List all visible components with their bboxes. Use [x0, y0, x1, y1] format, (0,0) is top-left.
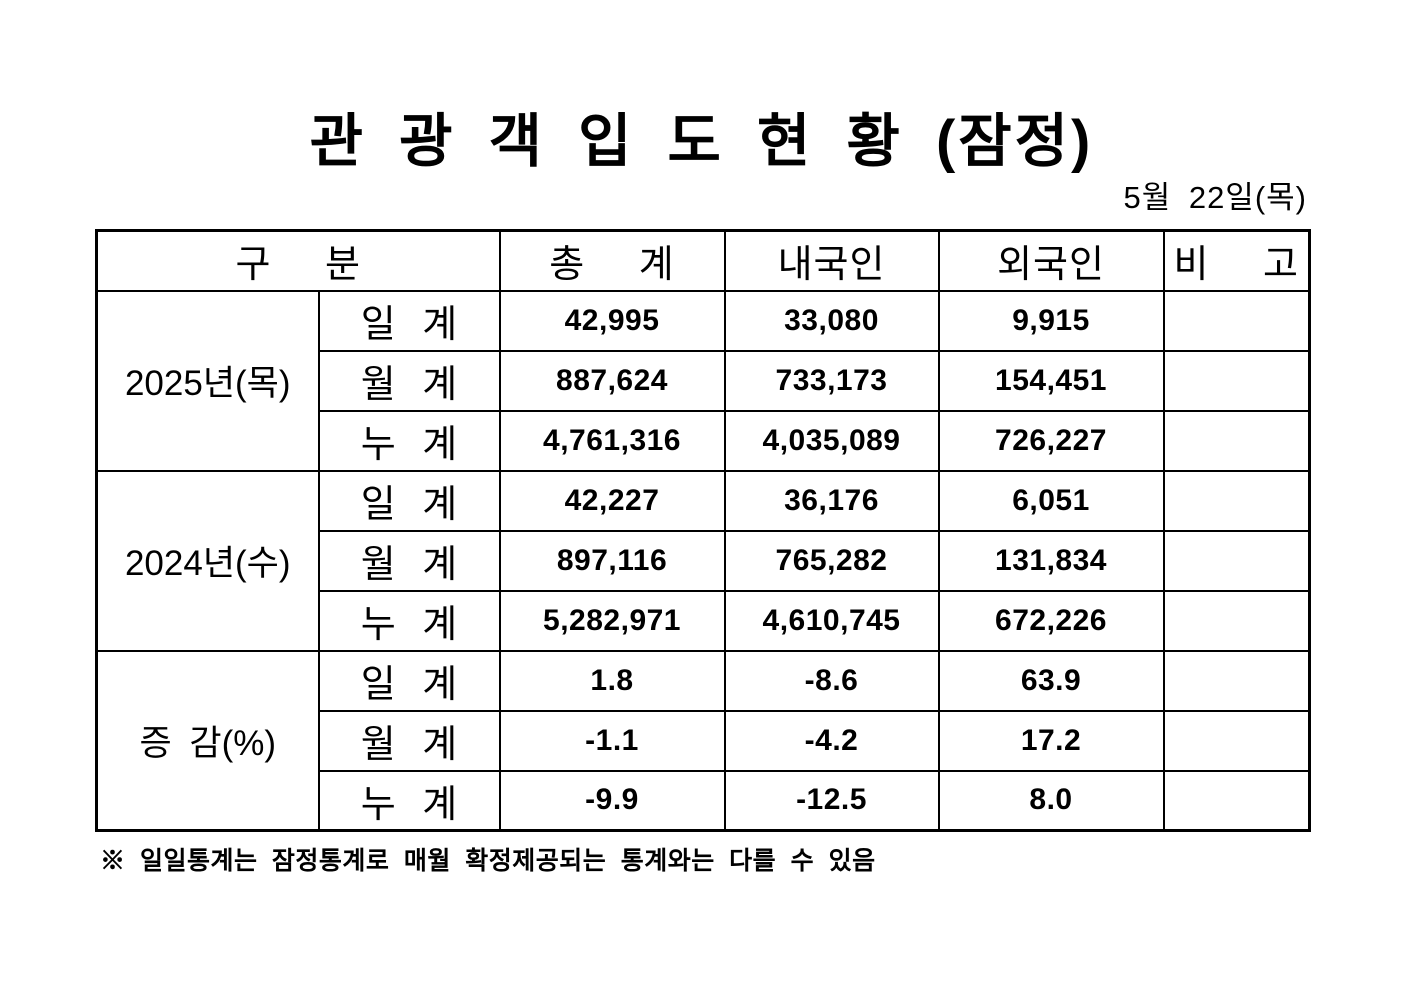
table-row: 2024년(수) 일 계 42,227 36,176 6,051	[95, 469, 1311, 652]
col-header-domestic: 내국인	[723, 229, 940, 292]
value-domestic: 733,173	[723, 349, 940, 412]
section-label-2025: 2025년(목)	[95, 289, 320, 472]
row-label: 월 계	[317, 349, 501, 412]
row-label: 누 계	[317, 409, 501, 472]
value-foreign: 154,451	[937, 349, 1165, 412]
table-row: 누 계 4,761,316 4,035,089 726,227	[97, 409, 1311, 472]
table-row: 2025년(목) 일 계 42,995 33,080 9,915	[95, 289, 1311, 472]
value-domestic: 4,035,089	[723, 409, 940, 472]
table-row: 증 감(%) 일 계 1.8 -8.6 63.9	[95, 649, 1311, 832]
table-row: 월 계 897,116 765,282 131,834	[97, 529, 1311, 592]
value-domestic: 765,282	[723, 529, 940, 592]
row-label: 월 계	[317, 709, 501, 772]
footnote: ※ 일일통계는 잠정통계로 매월 확정제공되는 통계와는 다를 수 있음	[100, 847, 876, 875]
value-domestic: 33,080	[723, 289, 940, 352]
remark-cell	[1162, 289, 1311, 352]
value-total: 4,761,316	[498, 409, 726, 472]
value-foreign: 17.2	[937, 709, 1165, 772]
tourist-arrivals-table: 구 분 총 계 내국인 외국인 비 고 2025년(목) 일 계 42,995 …	[95, 229, 1312, 832]
remark-cell	[1162, 529, 1311, 592]
page-title: 관 광 객 입 도 현 황 (잠정)	[309, 109, 1094, 174]
remark-cell	[1162, 589, 1311, 652]
remark-cell	[1162, 409, 1311, 472]
col-header-total: 총 계	[498, 229, 726, 292]
value-total: 1.8	[498, 649, 726, 712]
value-total: -9.9	[498, 769, 726, 832]
remark-cell	[1162, 649, 1311, 712]
value-foreign: 131,834	[937, 529, 1165, 592]
table-row: 월 계 -1.1 -4.2 17.2	[97, 709, 1311, 772]
row-label: 누 계	[317, 589, 501, 652]
value-total: 42,995	[498, 289, 726, 352]
value-total: 887,624	[498, 349, 726, 412]
value-domestic: 36,176	[723, 469, 940, 532]
value-foreign: 9,915	[937, 289, 1165, 352]
value-total: 897,116	[498, 529, 726, 592]
row-label: 일 계	[317, 649, 501, 712]
remark-cell	[1162, 469, 1311, 532]
value-domestic: -8.6	[723, 649, 940, 712]
value-domestic: -4.2	[723, 709, 940, 772]
value-foreign: 63.9	[937, 649, 1165, 712]
table-row: 누 계 5,282,971 4,610,745 672,226	[97, 589, 1311, 652]
remark-cell	[1162, 709, 1311, 772]
row-label: 일 계	[317, 289, 501, 352]
value-foreign: 8.0	[937, 769, 1165, 832]
row-label: 월 계	[317, 529, 501, 592]
report-date: 5월 22일(목)	[1123, 180, 1307, 215]
section-label-2024: 2024년(수)	[95, 469, 320, 652]
row-label: 누 계	[317, 769, 501, 832]
remark-cell	[1162, 769, 1311, 832]
row-label: 일 계	[317, 469, 501, 532]
remark-cell	[1162, 349, 1311, 412]
col-header-gubun: 구 분	[95, 229, 501, 292]
table-row: 월 계 887,624 733,173 154,451	[97, 349, 1311, 412]
table-row: 누 계 -9.9 -12.5 8.0	[97, 769, 1311, 832]
value-total: 5,282,971	[498, 589, 726, 652]
value-total: -1.1	[498, 709, 726, 772]
value-foreign: 6,051	[937, 469, 1165, 532]
col-header-remark: 비 고	[1162, 229, 1311, 292]
col-header-foreign: 외국인	[937, 229, 1165, 292]
section-label-change: 증 감(%)	[95, 649, 320, 832]
value-foreign: 726,227	[937, 409, 1165, 472]
header-row: 구 분 총 계 내국인 외국인 비 고	[95, 229, 1311, 292]
value-domestic: -12.5	[723, 769, 940, 832]
value-foreign: 672,226	[937, 589, 1165, 652]
value-total: 42,227	[498, 469, 726, 532]
value-domestic: 4,610,745	[723, 589, 940, 652]
